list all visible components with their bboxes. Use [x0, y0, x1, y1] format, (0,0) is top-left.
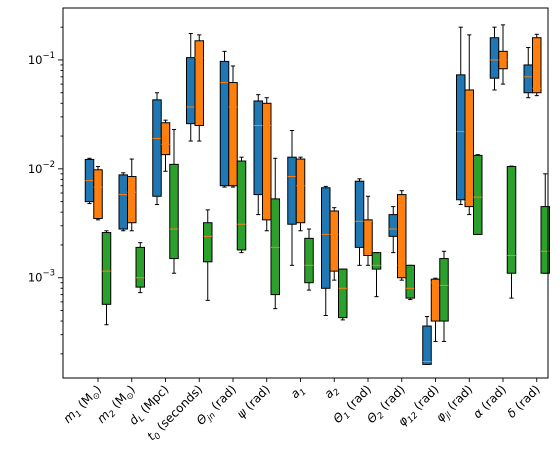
box-body [405, 264, 415, 299]
box-2-12 [506, 165, 517, 299]
box-body [430, 278, 441, 322]
box-body [262, 102, 272, 221]
box-1-6 [295, 156, 306, 232]
box-1-12 [498, 24, 508, 85]
box-2-9 [405, 264, 415, 301]
box-2-10 [439, 250, 449, 342]
box-0-9 [388, 206, 398, 254]
box-body [270, 198, 280, 296]
box-body [523, 64, 533, 94]
y-tick-label: 10−1 [28, 51, 55, 67]
box-1-7 [329, 207, 339, 281]
box-body [152, 99, 162, 197]
y-tick-label: 10−3 [28, 269, 55, 285]
box-body [473, 154, 483, 235]
box-body [363, 219, 373, 257]
plot-frame [62, 7, 549, 379]
box-0-0 [84, 157, 95, 205]
x-tick-label: ψ (rad) [234, 382, 273, 421]
box-0-4 [219, 50, 230, 188]
box-body [304, 237, 314, 284]
y-axis: 10−3 10−2 10−1 [28, 26, 63, 355]
boxes-layer [84, 24, 550, 365]
box-body [338, 268, 348, 319]
box-body [464, 89, 474, 208]
box-body [371, 252, 382, 270]
box-2-1 [135, 242, 145, 294]
x-tick-label: a1 [288, 382, 309, 403]
box-0-3 [186, 32, 196, 142]
box-1-9 [397, 190, 407, 281]
box-body [329, 210, 339, 272]
box-body [186, 57, 196, 125]
box-body [127, 176, 137, 224]
box-2-11 [473, 154, 483, 235]
box-body [118, 174, 128, 230]
x-axis: m1 (M⊙)m2 (M⊙)dL (Mpc)t0 (seconds)Θjn (r… [60, 378, 543, 443]
x-tick-label: δ (rad) [504, 382, 542, 420]
box-body [439, 258, 449, 322]
box-1-11 [464, 34, 474, 216]
box-0-8 [354, 178, 365, 266]
box-body [321, 187, 331, 289]
box-2-4 [236, 156, 247, 254]
box-body [253, 100, 263, 196]
box-2-7 [338, 268, 348, 321]
box-body [93, 169, 103, 219]
box-0-10 [422, 316, 432, 365]
x-tick-label: φjl (rad) [433, 382, 477, 426]
box-1-2 [160, 119, 171, 172]
box-0-2 [152, 92, 162, 206]
box-body [169, 163, 179, 260]
box-1-13 [532, 33, 542, 97]
box-body [532, 37, 542, 94]
box-body [236, 160, 247, 251]
box-1-1 [127, 158, 137, 232]
box-body [203, 222, 213, 263]
box-body [135, 246, 145, 288]
box-2-0 [101, 230, 112, 326]
y-tick-label: 10−2 [28, 160, 55, 176]
box-1-8 [363, 195, 373, 266]
box-body [228, 82, 238, 187]
box-1-3 [194, 34, 204, 142]
box-body [287, 156, 297, 225]
box-body [422, 325, 432, 365]
box-1-0 [93, 166, 103, 221]
box-body [540, 206, 550, 274]
x-tick-label: α (rad) [470, 382, 509, 421]
box-2-3 [203, 209, 213, 301]
box-2-2 [169, 128, 179, 274]
box-body [219, 60, 230, 187]
box-body [160, 122, 171, 156]
box-body [194, 40, 204, 127]
box-body [397, 194, 407, 279]
box-body [354, 180, 365, 248]
box-body [388, 214, 398, 237]
box-body [456, 74, 466, 201]
box-body [489, 37, 500, 79]
box-body [295, 158, 306, 224]
box-2-8 [371, 252, 382, 298]
box-body [101, 232, 112, 305]
box-2-5 [270, 157, 280, 310]
box-1-4 [228, 65, 238, 188]
box-body [506, 166, 517, 274]
box-0-1 [118, 172, 128, 232]
box-1-5 [262, 97, 272, 232]
x-tick-label: a2 [321, 382, 342, 403]
box-2-6 [304, 228, 314, 291]
